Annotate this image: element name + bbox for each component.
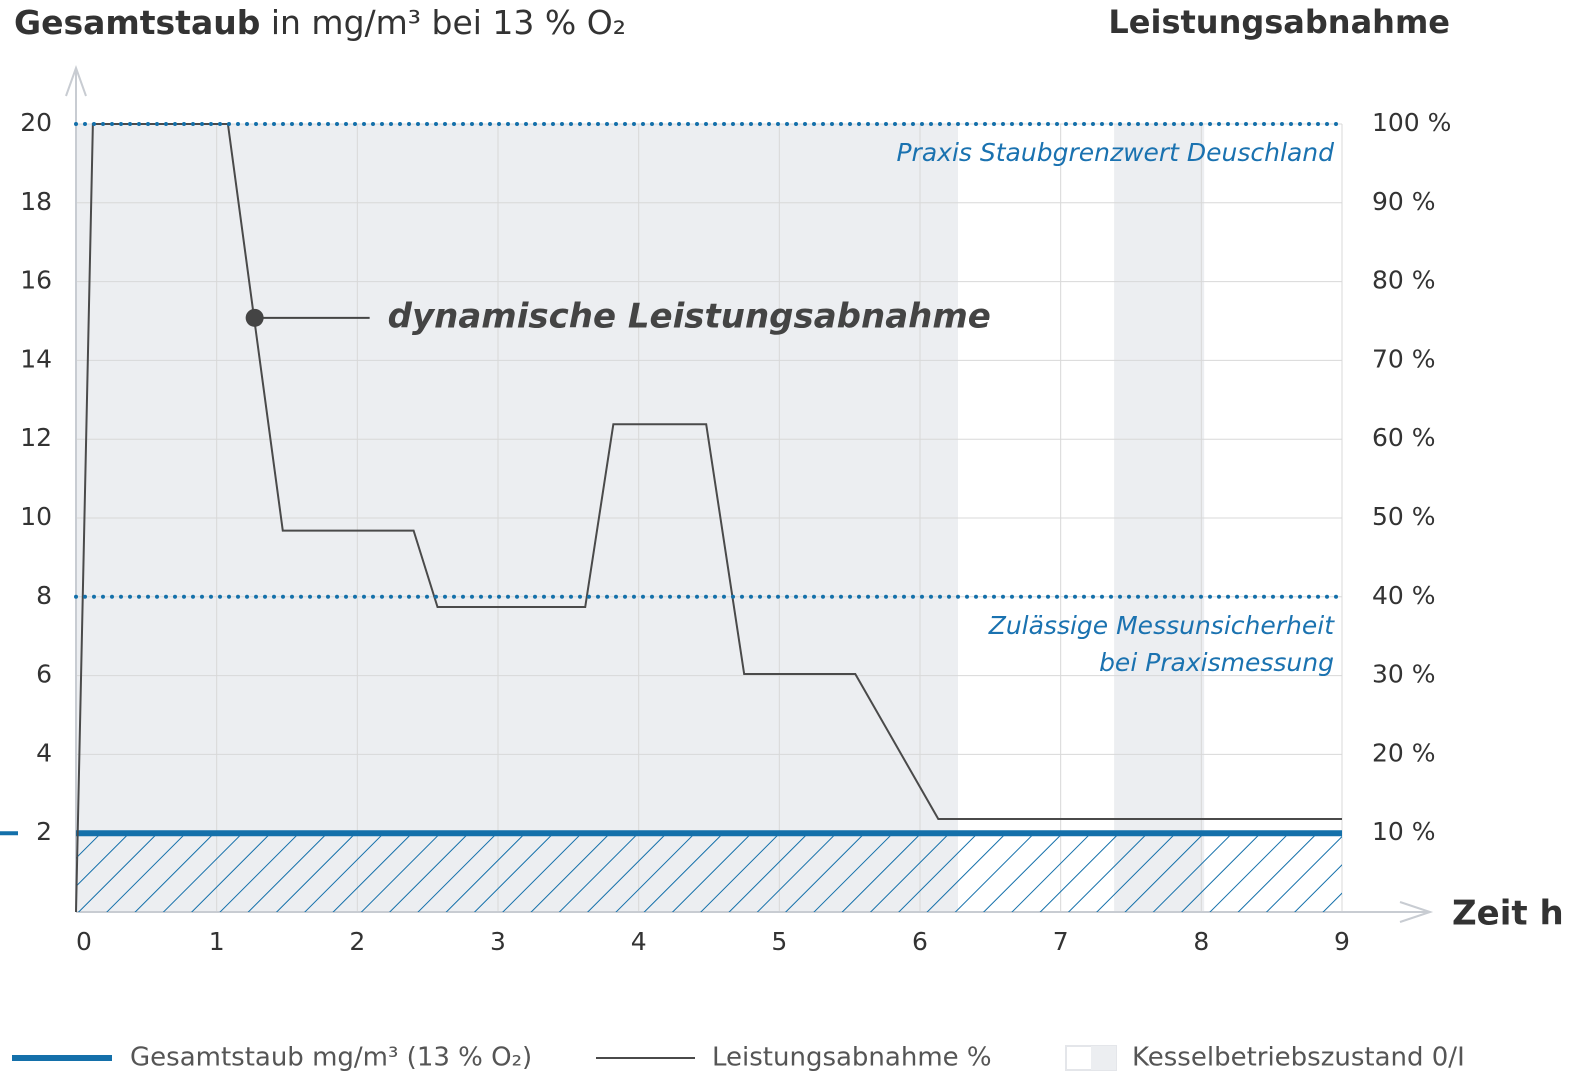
legend-label: Leistungsabnahme % — [712, 1043, 992, 1073]
reference-label: bei Praxismessung — [1099, 648, 1334, 677]
y-tick-label: 14 — [20, 344, 52, 373]
chart-title: Gesamtstaub in mg/m³ bei 13 % O₂ — [14, 3, 626, 42]
y-axis — [65, 65, 87, 912]
x-tick-label: 8 — [1193, 927, 1209, 956]
x-tick-label: 6 — [912, 927, 928, 956]
y2-tick-label: 10 % — [1372, 817, 1436, 846]
y-tick-label: 8 — [36, 581, 52, 610]
x-tick-label: 1 — [209, 927, 225, 956]
y2-tick-label: 80 % — [1372, 266, 1436, 295]
y-tick-label: 20 — [20, 108, 52, 137]
y-tick-label: 2 — [36, 817, 52, 846]
title-bold: Gesamtstaub — [14, 3, 260, 42]
x-axis-title: Zeit h — [1452, 894, 1564, 934]
x-tick-label: 3 — [490, 927, 506, 956]
annotation-dot — [245, 308, 264, 327]
y2-tick-label: 60 % — [1372, 423, 1436, 452]
legend-swatch — [1091, 1046, 1116, 1070]
y2-axis-title: Leistungsabnahme — [1108, 3, 1450, 41]
y2-tick-label: 70 % — [1372, 344, 1436, 373]
y-tick-label: 6 — [36, 660, 52, 689]
y-tick-label: 4 — [36, 738, 52, 767]
y2-tick-label: 90 % — [1372, 187, 1436, 216]
y-tick-label: 12 — [20, 423, 52, 452]
y2-tick-label: 50 % — [1372, 502, 1436, 531]
y-tick-label: 16 — [20, 266, 52, 295]
x-tick-label: 7 — [1053, 927, 1069, 956]
reference-label: Praxis Staubgrenzwert Deuschland — [896, 138, 1334, 167]
y2-tick-label: 30 % — [1372, 660, 1436, 689]
y2-tick-label: 40 % — [1372, 581, 1436, 610]
y-tick-label: 10 — [20, 502, 52, 531]
reference-label: Zulässige Messunsicherheit — [988, 611, 1336, 640]
x-tick-label: 5 — [771, 927, 787, 956]
y2-tick-label: 20 % — [1372, 738, 1436, 767]
y2-tick-label: 100 % — [1372, 108, 1451, 137]
legend-label: Gesamtstaub mg/m³ (13 % O₂) — [130, 1043, 532, 1073]
title-rest: in mg/m³ bei 13 % O₂ — [271, 3, 626, 42]
hatched-area — [76, 833, 1342, 912]
x-tick-label: 4 — [631, 927, 647, 956]
y-tick-label: 18 — [20, 187, 52, 216]
x-tick-label: 0 — [76, 927, 92, 956]
x-tick-label: 9 — [1334, 927, 1350, 956]
x-tick-label: 2 — [349, 927, 365, 956]
legend-label: Kesselbetriebszustand 0/I — [1132, 1043, 1465, 1073]
annotation-text: dynamische Leistungsabnahme — [388, 296, 991, 336]
